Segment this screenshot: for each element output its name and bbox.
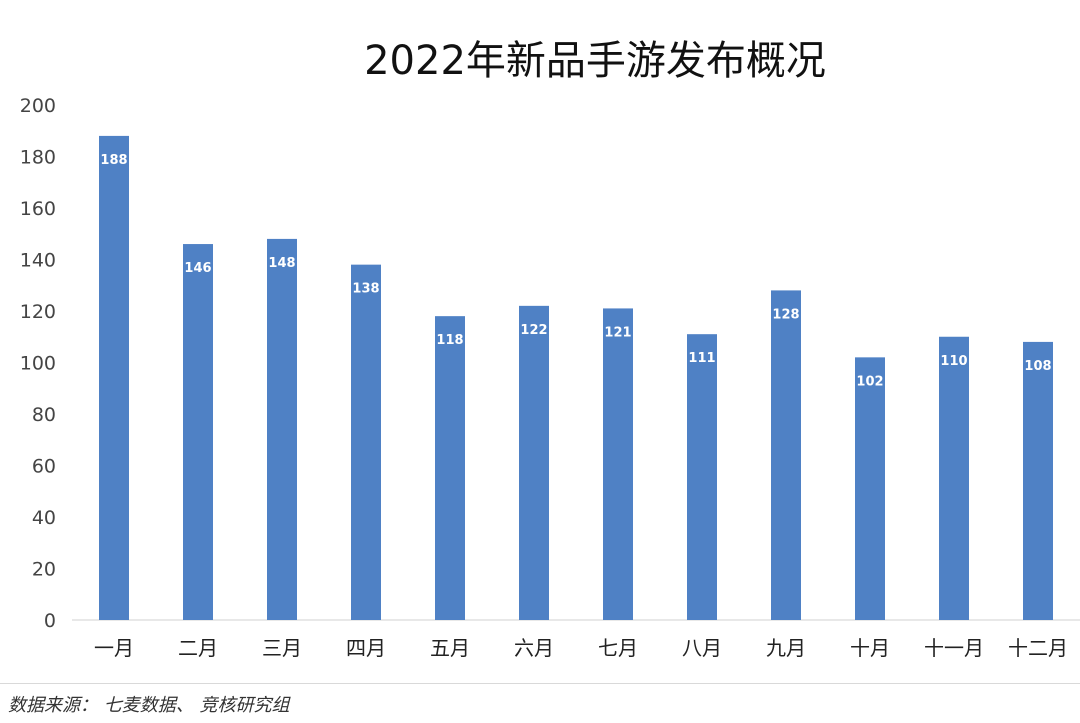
data-label: 118 <box>436 333 463 348</box>
bar-chart: 0 20 40 60 80 100 120 140 160 180 200 188 146 148 138… <box>20 95 1080 660</box>
bar <box>687 334 717 620</box>
data-label: 188 <box>100 153 127 168</box>
bars <box>99 135 1053 621</box>
data-label: 122 <box>520 323 547 338</box>
x-axis-labels: 一月 二月 三月 四月 五月 六月 七月 八月 九月 十月 十一月 十二月 <box>94 636 1068 660</box>
data-label: 148 <box>268 256 295 271</box>
data-label: 128 <box>772 307 799 322</box>
bar <box>519 305 549 620</box>
bar <box>267 238 297 620</box>
x-tick-label: 三月 <box>262 636 302 660</box>
bar <box>351 264 381 620</box>
chart-title: 2022年新品手游发布概况 <box>364 38 826 84</box>
data-label: 121 <box>604 325 631 340</box>
y-tick-label: 60 <box>32 456 56 478</box>
bar <box>939 336 969 620</box>
x-tick-label: 九月 <box>766 636 806 660</box>
y-tick-label: 160 <box>20 198 56 220</box>
x-tick-label: 四月 <box>346 636 386 660</box>
bar <box>435 316 465 620</box>
data-label: 146 <box>184 261 211 276</box>
data-label: 111 <box>688 351 715 366</box>
x-tick-label: 一月 <box>94 636 134 660</box>
bar <box>1023 341 1053 620</box>
x-tick-label: 八月 <box>682 636 722 660</box>
x-tick-label: 六月 <box>514 636 554 660</box>
y-tick-label: 20 <box>32 559 56 581</box>
data-label: 110 <box>940 354 967 369</box>
x-tick-label: 二月 <box>178 636 218 660</box>
y-tick-label: 80 <box>32 404 56 426</box>
x-tick-label: 七月 <box>598 636 638 660</box>
x-tick-label: 五月 <box>430 636 470 660</box>
y-tick-label: 0 <box>44 610 56 632</box>
y-tick-label: 100 <box>20 353 56 375</box>
y-tick-label: 40 <box>32 507 56 529</box>
data-label: 108 <box>1024 359 1051 374</box>
data-label: 102 <box>856 374 883 389</box>
bar <box>855 357 885 620</box>
bar <box>771 290 801 620</box>
x-tick-label: 十一月 <box>924 636 984 660</box>
source-note: 数据来源： 七麦数据、 竞核研究组 <box>8 695 290 716</box>
y-axis-ticks: 0 20 40 60 80 100 120 140 160 180 200 <box>20 95 56 632</box>
y-tick-label: 140 <box>20 250 56 272</box>
y-tick-label: 180 <box>20 147 56 169</box>
source-divider <box>0 683 1080 684</box>
bar <box>183 244 213 621</box>
y-tick-label: 200 <box>20 95 56 117</box>
y-tick-label: 120 <box>20 301 56 323</box>
x-tick-label: 十月 <box>850 636 890 660</box>
bar <box>99 135 129 620</box>
bar <box>603 308 633 620</box>
data-labels: 188 146 148 138 118 122 121 111 128 102 110 108 <box>100 153 1051 389</box>
x-tick-label: 十二月 <box>1008 636 1068 660</box>
data-label: 138 <box>352 282 379 297</box>
